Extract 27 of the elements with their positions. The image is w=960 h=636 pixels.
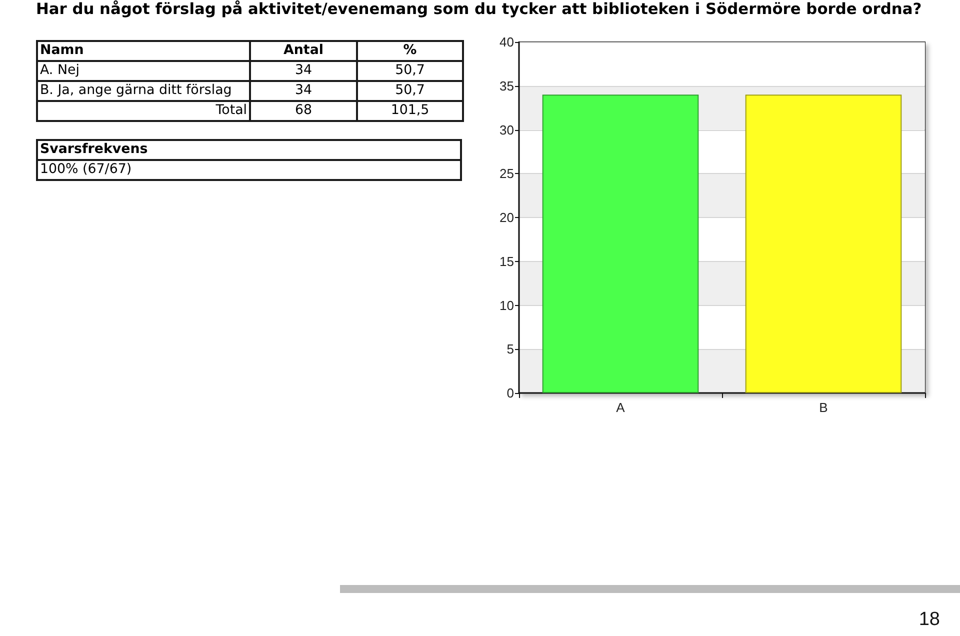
y-tick-label: 40 (500, 34, 514, 50)
x-tick-label: B (819, 400, 828, 415)
text: 101,5 (390, 103, 430, 118)
text: Antal (284, 43, 324, 58)
text: A. Nej (40, 63, 80, 78)
text: Har du något förslag på aktivitet/evenemang som du tycker att biblioteken i Södermöre borde ordna? (36, 0, 922, 18)
text: 18 (918, 609, 940, 630)
y-tick-label: 10 (500, 298, 514, 313)
y-tick-label: 15 (500, 254, 514, 269)
text: 100% (67/67) (40, 162, 132, 177)
text: 50,7 (395, 63, 425, 78)
y-tick-label: 25 (500, 166, 514, 182)
y-tick-label: 35 (500, 78, 514, 94)
text: Svarsfrekvens (40, 142, 148, 157)
text: 50,7 (395, 83, 425, 98)
y-tick-label: 30 (500, 122, 514, 138)
text: B. Ja, ange gärna ditt förslag (40, 83, 232, 98)
text: Namn (40, 43, 84, 58)
text: Total (216, 103, 247, 118)
text: 34 (294, 83, 312, 98)
y-tick-label: 5 (506, 342, 514, 357)
x-tick-label: A (616, 400, 626, 415)
text: 68 (294, 103, 312, 118)
text: 34 (294, 63, 312, 78)
y-tick-label: 20 (500, 210, 514, 225)
y-tick-label: 0 (506, 386, 514, 400)
text: % (403, 43, 417, 58)
